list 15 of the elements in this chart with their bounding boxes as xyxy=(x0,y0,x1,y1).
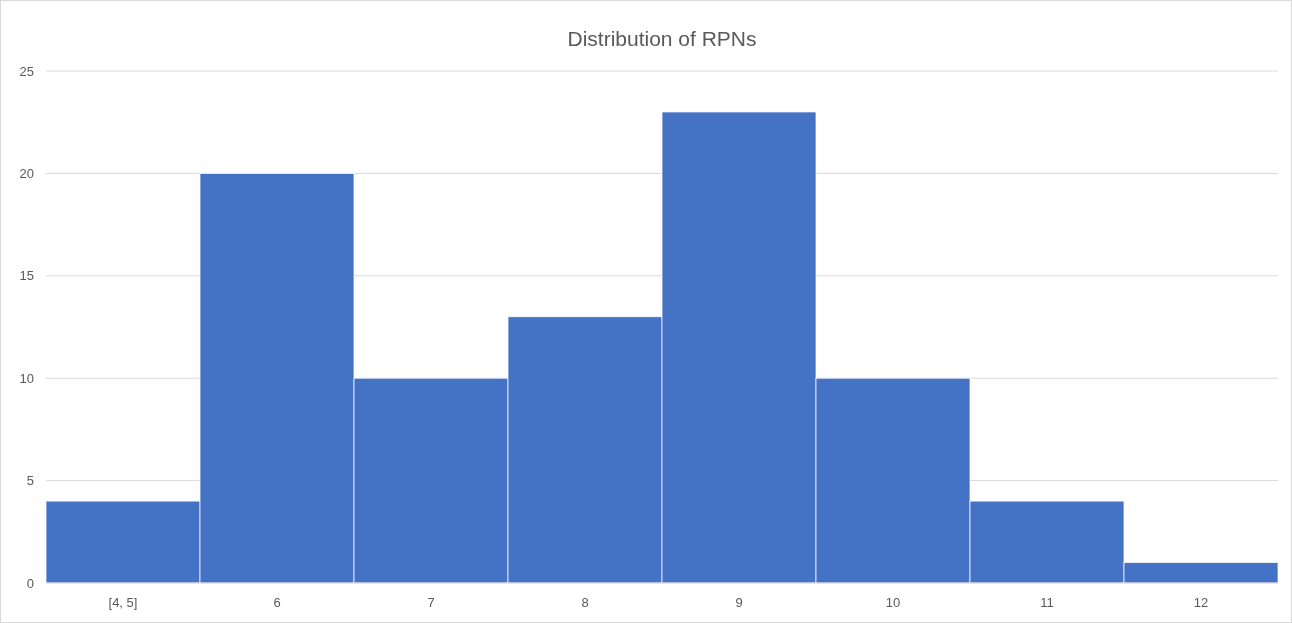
x-tick-label: [4, 5] xyxy=(108,595,138,610)
y-tick-label: 10 xyxy=(19,370,34,386)
x-tick-label: 7 xyxy=(427,595,435,610)
y-tick-label: 5 xyxy=(26,473,34,489)
y-tick-label: 15 xyxy=(19,268,34,284)
y-tick-label: 25 xyxy=(19,63,34,79)
x-tick-label: 9 xyxy=(735,595,743,610)
x-tick-label: 12 xyxy=(1193,595,1209,610)
chart-title: Distribution of RPNs xyxy=(567,27,757,50)
y-tick-label: 0 xyxy=(26,575,34,591)
x-tick-label: 8 xyxy=(581,595,589,610)
x-tick-label: 11 xyxy=(1040,595,1054,610)
y-tick-label: 20 xyxy=(19,165,34,181)
x-tick-label: 6 xyxy=(273,595,281,610)
x-tick-label: 10 xyxy=(885,595,901,610)
